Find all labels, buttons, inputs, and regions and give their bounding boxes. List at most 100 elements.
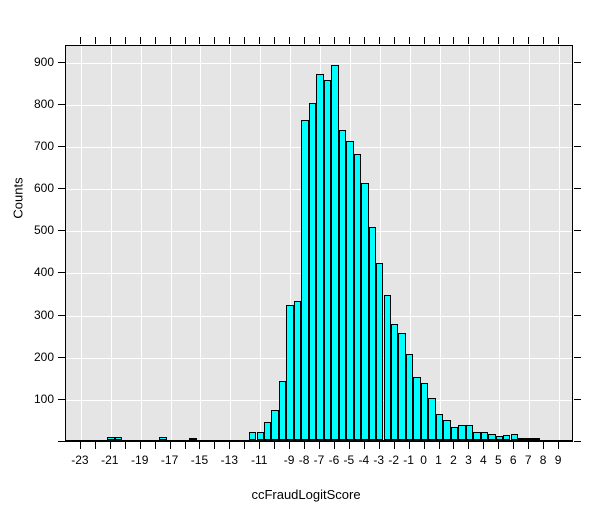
y-axis-tick-right xyxy=(574,188,581,190)
histogram-bar xyxy=(278,381,287,440)
x-axis-tick-top xyxy=(378,37,380,44)
y-axis-tick xyxy=(58,356,65,358)
histogram-bar xyxy=(532,438,541,440)
x-axis-tick-top xyxy=(498,37,500,44)
x-axis-tick-label: 3 xyxy=(465,453,472,467)
histogram-bar xyxy=(368,227,377,440)
histogram-bar xyxy=(346,140,354,440)
histogram-bar xyxy=(323,79,332,440)
y-axis-tick-right xyxy=(574,103,581,105)
x-axis-tick-top xyxy=(199,37,201,44)
x-axis-tick xyxy=(408,442,410,449)
histogram-bar xyxy=(114,436,123,440)
y-axis-tick-right xyxy=(574,356,581,358)
x-axis-tick-label: -8 xyxy=(298,453,310,467)
y-axis-tick xyxy=(58,61,65,63)
gridline-vertical xyxy=(80,46,82,440)
x-axis-tick-label: 2 xyxy=(450,453,457,467)
plot-area xyxy=(65,45,573,441)
histogram-bar xyxy=(338,130,347,440)
x-axis-tick-label: -17 xyxy=(160,453,179,467)
x-axis-tick-top xyxy=(289,37,291,44)
gridline-vertical xyxy=(290,46,292,440)
x-axis-tick xyxy=(333,442,335,449)
x-axis-tick xyxy=(214,442,216,449)
x-axis-tick xyxy=(498,442,500,449)
y-axis-tick-label: 400 xyxy=(33,265,54,280)
histogram-bar xyxy=(517,437,526,440)
histogram-bar xyxy=(383,294,391,440)
histogram-bar xyxy=(256,432,264,440)
bars-layer xyxy=(66,46,572,440)
gridline-vertical xyxy=(200,46,202,440)
histogram-bar xyxy=(271,409,279,440)
histogram-bar xyxy=(525,438,533,440)
histogram-bar xyxy=(361,183,369,440)
x-axis-tick xyxy=(124,442,126,449)
x-axis-tick xyxy=(94,442,96,449)
x-axis-tick-top xyxy=(259,37,261,44)
histogram-bar xyxy=(428,397,436,440)
x-axis-tick-top xyxy=(513,37,515,44)
histogram-bar xyxy=(503,434,511,440)
x-axis-tick xyxy=(423,442,425,449)
histogram-bar xyxy=(488,433,496,440)
histogram-bar xyxy=(435,413,444,440)
y-axis-tick-right xyxy=(574,230,581,232)
x-axis-tick xyxy=(483,442,485,449)
x-axis-title: ccFraudLogitScore xyxy=(251,487,361,502)
x-axis-tick-top xyxy=(423,37,425,44)
x-axis-tick-label: -19 xyxy=(131,453,149,467)
x-axis-tick-top xyxy=(438,37,440,44)
x-axis-tick-label: -6 xyxy=(328,453,340,467)
x-axis-tick-label: -15 xyxy=(190,453,209,467)
y-axis-tick xyxy=(58,441,65,442)
histogram-bar xyxy=(263,422,272,440)
x-axis-tick-label: -13 xyxy=(220,453,239,467)
y-axis-tick-label: 200 xyxy=(33,349,54,364)
x-axis-tick-label: 1 xyxy=(435,453,442,467)
y-axis-title-holder: Counts xyxy=(11,0,26,517)
y-axis-tick-right xyxy=(574,398,581,400)
histogram-bar xyxy=(413,376,421,440)
x-axis-tick-top xyxy=(94,37,96,44)
x-axis-tick xyxy=(543,442,545,449)
histogram-bar xyxy=(301,119,309,440)
x-axis-tick-top xyxy=(558,37,560,44)
x-axis-tick xyxy=(453,442,455,449)
x-axis-tick xyxy=(79,442,81,449)
gridline-vertical xyxy=(469,46,471,440)
gridline-vertical xyxy=(379,46,381,440)
x-axis-tick-label: 5 xyxy=(494,453,502,467)
x-axis-tick xyxy=(393,442,395,449)
x-axis-tick-top xyxy=(393,37,395,44)
histogram-bar xyxy=(331,65,339,440)
x-axis-tick-top xyxy=(274,37,276,44)
gridline-vertical xyxy=(559,46,561,440)
y-axis-tick xyxy=(58,314,65,316)
x-axis-tick xyxy=(199,442,201,449)
x-axis-tick xyxy=(274,442,276,449)
gridline-horizontal xyxy=(66,62,572,64)
x-axis-tick-top xyxy=(304,37,306,44)
y-axis-tick xyxy=(58,398,65,400)
histogram-bar xyxy=(405,353,414,440)
x-axis-tick xyxy=(348,442,350,449)
histogram-bar xyxy=(316,73,324,440)
x-axis-tick-top xyxy=(333,37,335,44)
gridline-vertical xyxy=(529,46,531,440)
x-axis-tick-label: -9 xyxy=(283,453,295,467)
x-axis-tick xyxy=(378,442,380,449)
x-axis-tick xyxy=(259,442,261,449)
x-axis-tick-top xyxy=(229,37,231,44)
x-axis-tick-top xyxy=(408,37,410,44)
x-axis-tick-top xyxy=(319,37,320,44)
x-axis-tick-label: 0 xyxy=(420,453,427,467)
histogram-bar xyxy=(107,436,115,440)
gridline-vertical xyxy=(140,46,142,440)
x-axis-tick-label: -23 xyxy=(71,453,89,467)
histogram-bar xyxy=(189,438,197,440)
x-axis-tick xyxy=(109,442,111,449)
x-axis-tick-label: -3 xyxy=(373,453,385,467)
